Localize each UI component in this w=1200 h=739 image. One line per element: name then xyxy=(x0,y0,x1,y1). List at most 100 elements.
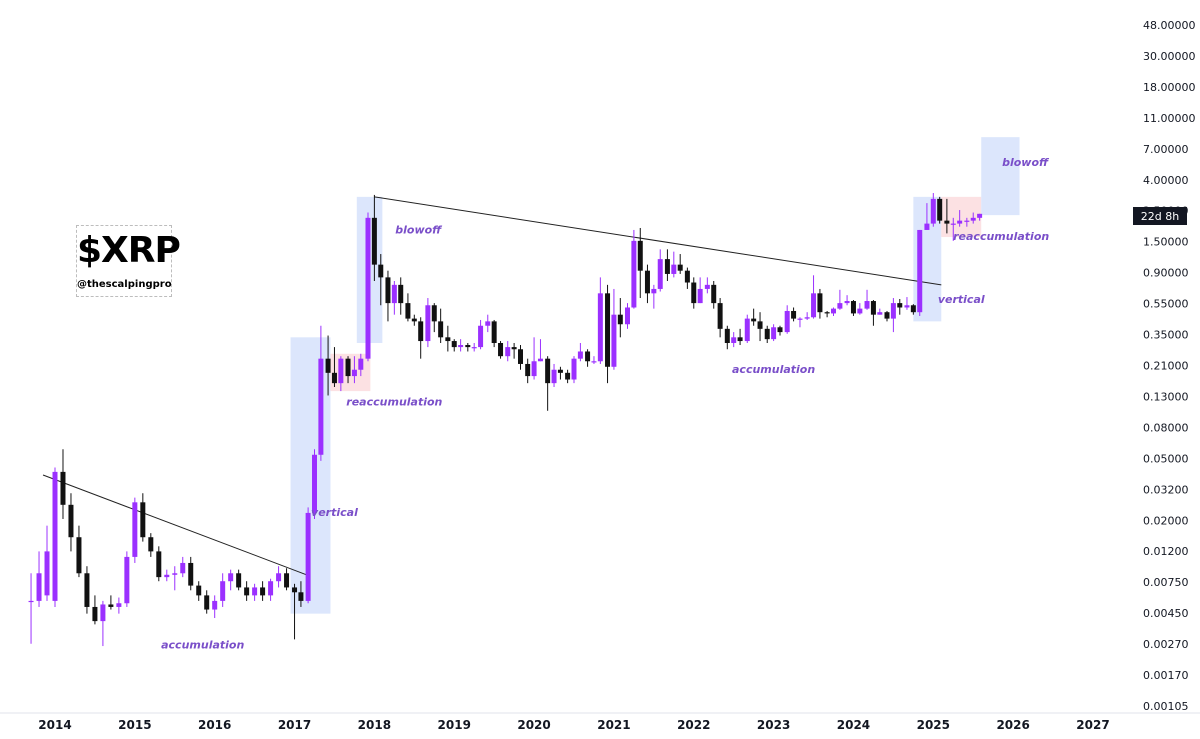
candle-96 xyxy=(711,281,717,309)
candle-61 xyxy=(478,319,484,350)
zones-layer xyxy=(290,137,1020,614)
candle-53 xyxy=(425,298,431,348)
candle-body xyxy=(704,284,710,289)
candle-118 xyxy=(857,303,863,315)
candle-body xyxy=(924,223,930,230)
candle-1 xyxy=(36,551,42,607)
candle-128 xyxy=(924,203,930,230)
candle-body xyxy=(405,303,411,319)
candle-132 xyxy=(950,217,956,241)
annotation-blowoff-7: blowoff xyxy=(1002,156,1050,169)
candle-112 xyxy=(817,288,823,319)
candle-10 xyxy=(108,595,114,610)
candle-body xyxy=(577,351,583,359)
trendline-1[interactable] xyxy=(374,196,942,286)
candle-body xyxy=(325,358,331,373)
candle-body xyxy=(220,581,226,601)
candle-105 xyxy=(771,324,777,342)
candle-51 xyxy=(411,314,417,326)
candle-3 xyxy=(52,467,58,607)
candle-body xyxy=(116,603,122,607)
candle-body xyxy=(156,551,162,578)
candle-87 xyxy=(651,284,657,309)
candle-28 xyxy=(252,583,258,601)
trendline-0[interactable] xyxy=(42,474,307,576)
candles-layer xyxy=(28,193,983,647)
price-tick-label: 0.35000 xyxy=(1143,329,1189,342)
candle-55 xyxy=(438,308,444,344)
price-axis[interactable]: 48.00000 30.00000 18.00000 11.00000 7.00000 4… xyxy=(1143,19,1196,713)
candle-body xyxy=(684,270,690,283)
candle-77 xyxy=(585,349,591,367)
candle-63 xyxy=(491,319,497,348)
candle-body xyxy=(68,504,74,538)
candle-body xyxy=(28,600,34,603)
candle-129 xyxy=(930,193,936,227)
candle-body xyxy=(312,454,317,513)
price-tick-label: 0.02000 xyxy=(1143,514,1189,527)
candle-body xyxy=(797,318,803,320)
candle-body xyxy=(385,277,391,304)
year-tick-label: 2016 xyxy=(198,718,231,732)
candle-body xyxy=(644,270,650,294)
candle-94 xyxy=(697,277,703,304)
candle-16 xyxy=(156,546,162,582)
candle-body xyxy=(140,502,146,538)
candle-56 xyxy=(445,325,451,352)
candle-101 xyxy=(744,314,750,344)
candle-body xyxy=(937,198,943,221)
candle-134 xyxy=(964,217,970,227)
candle-body xyxy=(571,358,577,380)
candle-body xyxy=(252,587,258,596)
logo-handle: @thescalpingpro xyxy=(77,279,172,290)
candle-14 xyxy=(140,493,146,542)
candle-64 xyxy=(498,341,504,359)
candle-4 xyxy=(60,449,66,519)
price-tick-label: 48.00000 xyxy=(1143,19,1196,32)
year-tick-label: 2022 xyxy=(677,718,710,732)
candle-135 xyxy=(970,212,976,224)
annotation-accumulation-4: accumulation xyxy=(732,363,815,376)
candle-body xyxy=(44,551,50,596)
price-tick-label: 0.05000 xyxy=(1143,452,1189,465)
candle-97 xyxy=(717,298,723,338)
candle-125 xyxy=(904,297,910,310)
price-tick-label: 0.01200 xyxy=(1143,545,1189,558)
candle-120 xyxy=(870,300,876,326)
candle-body xyxy=(351,369,357,377)
candle-body xyxy=(617,314,623,325)
candle-body xyxy=(236,573,242,588)
candle-body xyxy=(445,337,451,342)
candle-body xyxy=(844,301,850,304)
candle-body xyxy=(824,312,830,314)
candle-body xyxy=(711,284,717,304)
candle-34 xyxy=(298,581,304,607)
candle-89 xyxy=(664,249,670,282)
candle-body xyxy=(777,327,783,333)
candle-36 xyxy=(312,449,317,519)
candle-body xyxy=(505,347,511,357)
candle-body xyxy=(292,587,298,593)
candle-body xyxy=(897,303,903,308)
price-tick-label: 0.55000 xyxy=(1143,298,1189,311)
candle-85 xyxy=(637,227,643,299)
candle-83 xyxy=(624,303,630,329)
candle-body xyxy=(884,312,890,319)
year-tick-label: 2023 xyxy=(757,718,790,732)
time-axis[interactable]: 2014 2015 2016 2017 2018 2019 2020 2021 2022 2023… xyxy=(0,712,1200,732)
candle-body xyxy=(691,282,697,304)
candle-body xyxy=(425,305,431,342)
candle-body xyxy=(188,562,194,586)
candle-131 xyxy=(944,198,950,234)
price-tick-label: 0.08000 xyxy=(1143,421,1189,434)
candle-123 xyxy=(890,298,896,333)
candle-109 xyxy=(797,317,803,328)
candle-body xyxy=(498,343,504,357)
candle-body xyxy=(817,293,823,313)
candle-body xyxy=(637,240,643,271)
candle-62 xyxy=(485,314,491,333)
candle-114 xyxy=(831,307,836,316)
candle-58 xyxy=(458,339,464,352)
countdown-tag-bg xyxy=(1133,207,1187,225)
